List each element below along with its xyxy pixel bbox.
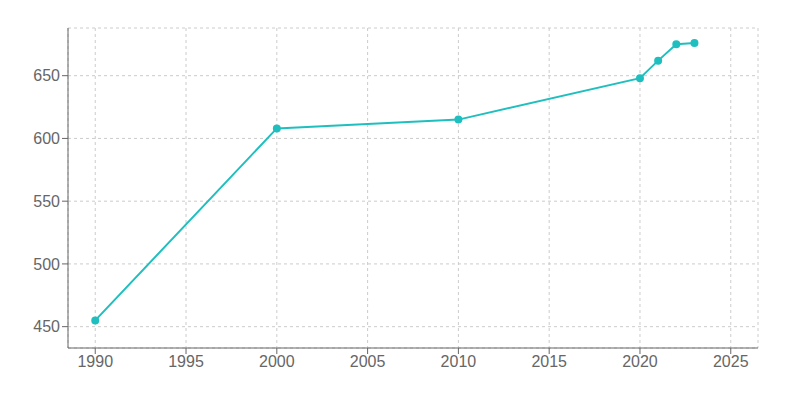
svg-text:2010: 2010: [441, 353, 477, 370]
svg-text:500: 500: [33, 256, 60, 273]
svg-text:2005: 2005: [350, 353, 386, 370]
svg-text:2000: 2000: [259, 353, 295, 370]
svg-text:2025: 2025: [713, 353, 749, 370]
svg-text:450: 450: [33, 318, 60, 335]
svg-text:2015: 2015: [531, 353, 567, 370]
svg-text:1990: 1990: [77, 353, 113, 370]
svg-text:2020: 2020: [622, 353, 658, 370]
svg-text:600: 600: [33, 130, 60, 147]
svg-text:650: 650: [33, 67, 60, 84]
svg-text:1995: 1995: [168, 353, 204, 370]
svg-text:550: 550: [33, 193, 60, 210]
